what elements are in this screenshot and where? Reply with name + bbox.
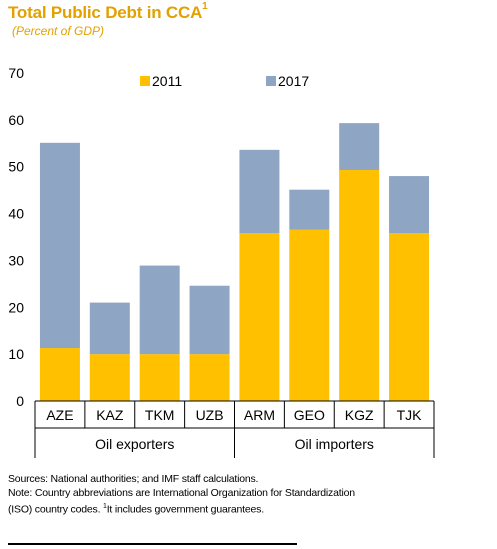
- title-footnote-mark: 1: [202, 1, 208, 13]
- y-tick-label: 40: [8, 206, 24, 222]
- chart-title: Total Public Debt in CCA1: [8, 1, 208, 23]
- bar-kgz-2017: [339, 123, 380, 170]
- x-tick-label-kaz: KAZ: [96, 407, 124, 423]
- bar-kgz-2011: [339, 169, 380, 401]
- bar-aze-2017: [39, 142, 80, 349]
- x-tick-label-geo: GEO: [294, 407, 325, 423]
- y-tick-label: 10: [8, 346, 24, 362]
- x-tick-label-aze: AZE: [46, 407, 73, 423]
- x-tick-label-uzb: UZB: [196, 407, 224, 423]
- legend-swatch-2017: [266, 76, 276, 86]
- y-tick-label: 20: [8, 299, 24, 315]
- y-tick-label: 70: [8, 65, 24, 81]
- footnote-line: (ISO) country codes. 1It includes govern…: [8, 500, 488, 517]
- bar-kaz-2017: [89, 302, 130, 355]
- footnote-text-pre: (ISO) country codes.: [8, 503, 104, 516]
- stacked-bar-chart: 0 10 20 30 40 50 60 70 AZE KAZ TKM UZB ARM GEO KGZ TJK O…: [8, 65, 435, 458]
- x-tick-label-arm: ARM: [244, 407, 275, 423]
- x-tick-label-tjk: TJK: [397, 407, 423, 423]
- y-tick-label: 30: [8, 252, 24, 268]
- legend-label-2011: 2011: [152, 73, 182, 89]
- footer-rule: [8, 543, 297, 545]
- chart-title-text: Total Public Debt in CCA: [8, 3, 203, 22]
- footnote-mark: 1: [103, 503, 107, 510]
- footnote-text: It includes government guarantees.: [106, 503, 264, 516]
- legend-swatch-2011: [140, 76, 150, 86]
- y-tick-label: 60: [8, 112, 24, 128]
- bar-uzb-2011: [189, 354, 230, 401]
- bar-aze-2011: [39, 348, 80, 401]
- y-tick-label: 0: [16, 393, 24, 409]
- bar-tkm-2017: [139, 265, 180, 355]
- x-tick-label-kgz: KGZ: [345, 407, 374, 423]
- bar-geo-2011: [289, 229, 330, 401]
- bar-uzb-2017: [189, 285, 230, 355]
- sources-note: Sources: National authorities; and IMF s…: [8, 473, 259, 485]
- y-tick-label: 50: [8, 159, 24, 175]
- legend-label-2017: 2017: [278, 73, 309, 89]
- group-label-1: Oil importers: [295, 436, 374, 452]
- x-tick-label-tkm: TKM: [145, 407, 175, 423]
- bar-arm-2011: [239, 233, 280, 401]
- chart-notes: Sources: National authorities; and IMF s…: [8, 472, 488, 517]
- bar-geo-2017: [289, 189, 330, 230]
- bar-tjk-2011: [389, 233, 430, 401]
- bar-arm-2017: [239, 149, 280, 234]
- abbreviation-note: Note: Country abbreviations are Internat…: [8, 487, 355, 499]
- group-label-0: Oil exporters: [95, 436, 174, 452]
- bar-kaz-2011: [89, 354, 130, 401]
- chart-subtitle: (Percent of GDP): [12, 24, 105, 38]
- bar-tkm-2011: [139, 354, 180, 401]
- bar-tjk-2017: [389, 176, 430, 234]
